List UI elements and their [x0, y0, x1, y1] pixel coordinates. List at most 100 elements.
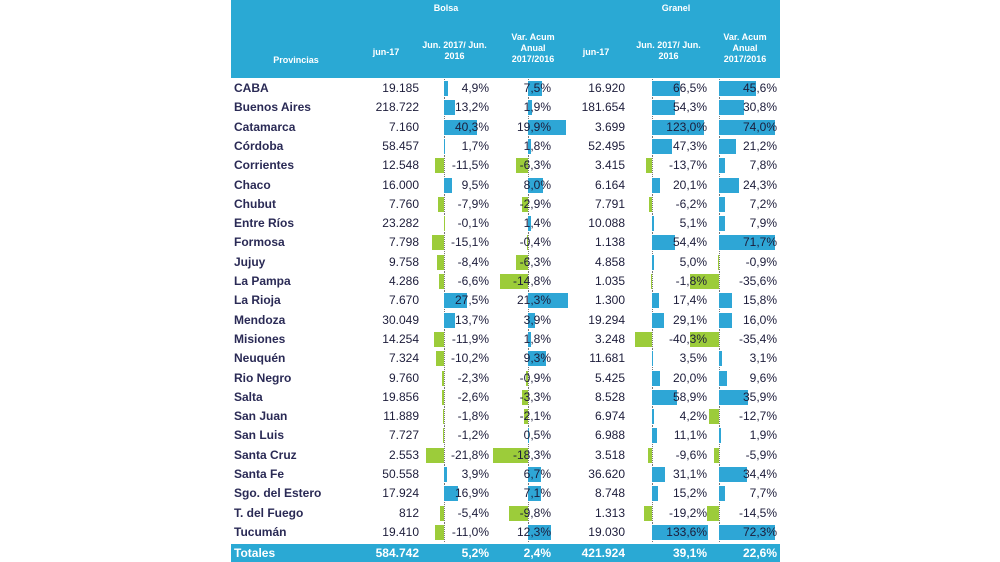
granel-acum-bar — [719, 119, 775, 135]
bolsa-acum-value: -6,3% — [519, 254, 551, 269]
bolsa-var-axis — [444, 445, 445, 465]
granel-var-value: 47,3% — [672, 138, 707, 153]
bolsa-acum-bar — [528, 312, 536, 328]
granel-var-value: 20,1% — [672, 177, 707, 192]
bolsa-acum-bar — [499, 274, 528, 289]
bolsa-jun-value: 19.410 — [382, 524, 419, 539]
granel-acum-value: -35,6% — [738, 274, 777, 288]
table-row: Formosa 7.798 -15,1% -0,4% 1.138 54,4% 71,7% — [231, 233, 780, 253]
province-name: Santa Fe — [234, 467, 285, 481]
bolsa-var-bar — [441, 389, 444, 405]
bolsa-var-value: -8,4% — [457, 254, 489, 269]
bolsa-acum-value: 0,5% — [523, 428, 551, 443]
bolsa-var-value: 1,7% — [461, 138, 489, 153]
bolsa-var-value: 27,5% — [454, 293, 489, 308]
granel-var-bar — [635, 331, 652, 347]
bolsa-var-value: -7,9% — [457, 196, 489, 211]
granel-acum-axis — [719, 252, 720, 272]
granel-var-bar — [652, 428, 657, 444]
bolsa-var-axis — [444, 522, 445, 542]
bolsa-acum-bar — [527, 235, 529, 251]
bolsa-acum-bar — [522, 196, 528, 212]
granel-var-bar — [652, 370, 661, 386]
province-name: Neuquén — [234, 351, 286, 366]
granel-var-bar — [646, 158, 652, 174]
granel-acum-value: 3,1% — [749, 351, 777, 366]
granel-acum-axis — [719, 329, 720, 349]
granel-acum-axis — [719, 407, 720, 427]
province-name: Corrientes — [234, 158, 295, 173]
bolsa-acum-value: 1,9% — [523, 100, 551, 115]
granel-acum-bar — [719, 293, 732, 309]
province-name: Buenos Aires — [234, 100, 311, 115]
granel-acum-value: 24,3% — [742, 177, 777, 192]
table-row: La Pampa 4.286 -6,6% -14,8% 1.035 -1,8% -35,6% — [231, 272, 780, 291]
granel-jun-value: 5.425 — [594, 370, 625, 385]
bolsa-acum-value: 21,3% — [516, 293, 551, 308]
group-granel: Granel — [661, 3, 691, 13]
granel-acum-value: -12,7% — [738, 409, 777, 424]
bolsa-acum-value: 7,5% — [523, 81, 551, 95]
table-row: Catamarca 7.160 40,3% 19,9% 3.699 123,0% 74,0% — [231, 117, 780, 137]
bolsa-acum-bar — [528, 138, 532, 154]
granel-var-bar — [652, 254, 655, 270]
granel-var-bar — [652, 119, 704, 135]
totals-bolsa-acum: 2,4% — [523, 546, 551, 560]
header-bolsa-jun: jun-17 — [372, 47, 400, 57]
bolsa-acum-axis — [528, 194, 529, 214]
granel-var-value: 123,0% — [666, 119, 707, 134]
province-name: Salta — [234, 389, 263, 404]
data-table: Bolsa Granel Provincias jun-17 Jun. 2017… — [231, 0, 780, 562]
province-name: T. del Fuego — [234, 505, 304, 520]
granel-jun-value: 4.858 — [594, 254, 625, 269]
province-name: Mendoza — [234, 312, 286, 327]
bolsa-var-value: 3,9% — [461, 467, 489, 481]
granel-acum-axis — [719, 503, 720, 523]
bolsa-acum-value: 1,8% — [523, 331, 551, 346]
bolsa-var-value: -11,9% — [451, 331, 489, 346]
bolsa-jun-value: 19.185 — [382, 81, 419, 95]
bolsa-jun-value: 7.160 — [388, 119, 419, 134]
granel-var-bar — [652, 389, 677, 405]
bolsa-jun-value: 9.758 — [388, 254, 419, 269]
granel-var-axis — [652, 156, 653, 176]
granel-var-value: -13,7% — [668, 158, 707, 173]
header-bolsa-acum: Var. Acum Anual 2017/2016 — [511, 32, 555, 64]
bolsa-jun-value: 17.924 — [382, 486, 419, 501]
bolsa-acum-bar — [528, 467, 541, 482]
bolsa-jun-value: 7.727 — [388, 428, 419, 443]
totals-bolsa-jun: 584.742 — [375, 546, 419, 560]
bolsa-acum-axis — [528, 252, 529, 272]
bolsa-acum-axis — [528, 387, 529, 407]
granel-acum-value: 71,7% — [742, 235, 777, 250]
bolsa-var-axis — [444, 426, 445, 446]
bolsa-acum-bar — [524, 409, 528, 425]
bolsa-var-bar — [431, 235, 444, 251]
bolsa-var-value: 13,2% — [454, 100, 489, 115]
bolsa-acum-value: 3,9% — [523, 312, 551, 327]
bolsa-var-bar — [439, 505, 444, 521]
bolsa-acum-axis — [528, 233, 529, 253]
table-row: Sgo. del Estero 17.924 16,9% 7,1% 8.748 15,2%… — [231, 484, 780, 504]
granel-jun-value: 3.518 — [594, 447, 625, 462]
granel-acum-bar — [689, 331, 719, 347]
bolsa-var-axis — [444, 387, 445, 407]
bolsa-acum-bar — [528, 216, 531, 232]
bolsa-acum-bar — [528, 351, 546, 367]
granel-jun-value: 6.988 — [594, 428, 625, 443]
granel-var-value: 5,1% — [679, 216, 707, 231]
granel-var-value: 54,3% — [672, 100, 707, 115]
granel-acum-value: 74,0% — [742, 119, 777, 134]
granel-acum-value: 7,8% — [749, 158, 777, 173]
province-name: Entre Ríos — [234, 216, 295, 231]
bolsa-var-value: 40,3% — [454, 119, 489, 134]
granel-jun-value: 16.920 — [588, 81, 625, 95]
granel-jun-value: 1.138 — [594, 235, 625, 250]
bolsa-var-axis — [444, 503, 445, 523]
bolsa-acum-bar — [528, 331, 532, 347]
bolsa-var-axis — [444, 329, 445, 349]
table-row: Corrientes 12.548 -11,5% -6,3% 3.415 -13,7% 7,… — [231, 156, 780, 176]
bolsa-var-bar — [444, 293, 467, 309]
bolsa-acum-bar — [528, 177, 544, 193]
totals-granel-var: 39,1% — [672, 546, 707, 560]
